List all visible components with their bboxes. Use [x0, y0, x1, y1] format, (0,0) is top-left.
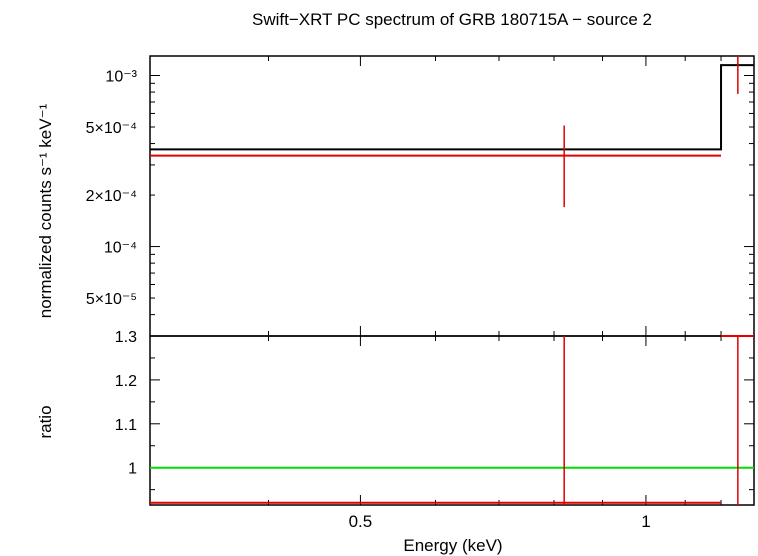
spectrum-y-tick-label: 10⁻³: [105, 68, 137, 85]
model-step-line: [150, 64, 754, 151]
ratio-panel-frame: [149, 335, 755, 506]
spectrum-y-tick-label: 10⁻⁴: [104, 240, 137, 257]
x-tick-label: 0.5: [349, 512, 373, 531]
ratio-y-tick-label: 1.1: [115, 417, 137, 434]
x-axis-label: Energy (keV): [403, 536, 502, 555]
ratio-y-axis-label: ratio: [36, 405, 55, 438]
spectrum-y-tick-label: 5×10⁻⁴: [86, 120, 137, 137]
spectrum-y-tick-label: 5×10⁻⁵: [86, 291, 137, 308]
spectrum-y-axis-label: normalized counts s⁻¹ keV⁻¹: [36, 103, 55, 318]
ratio-y-tick-label: 1: [128, 461, 137, 478]
ratio-y-tick-label: 1.2: [115, 373, 137, 390]
chart-title: Swift−XRT PC spectrum of GRB 180715A − s…: [252, 10, 652, 29]
spectrum-y-tick-label: 2×10⁻⁴: [86, 188, 137, 205]
x-tick-label: 1: [641, 512, 650, 531]
spectrum-panel-frame: [149, 55, 755, 337]
ratio-y-tick-label: 1.3: [115, 329, 137, 346]
